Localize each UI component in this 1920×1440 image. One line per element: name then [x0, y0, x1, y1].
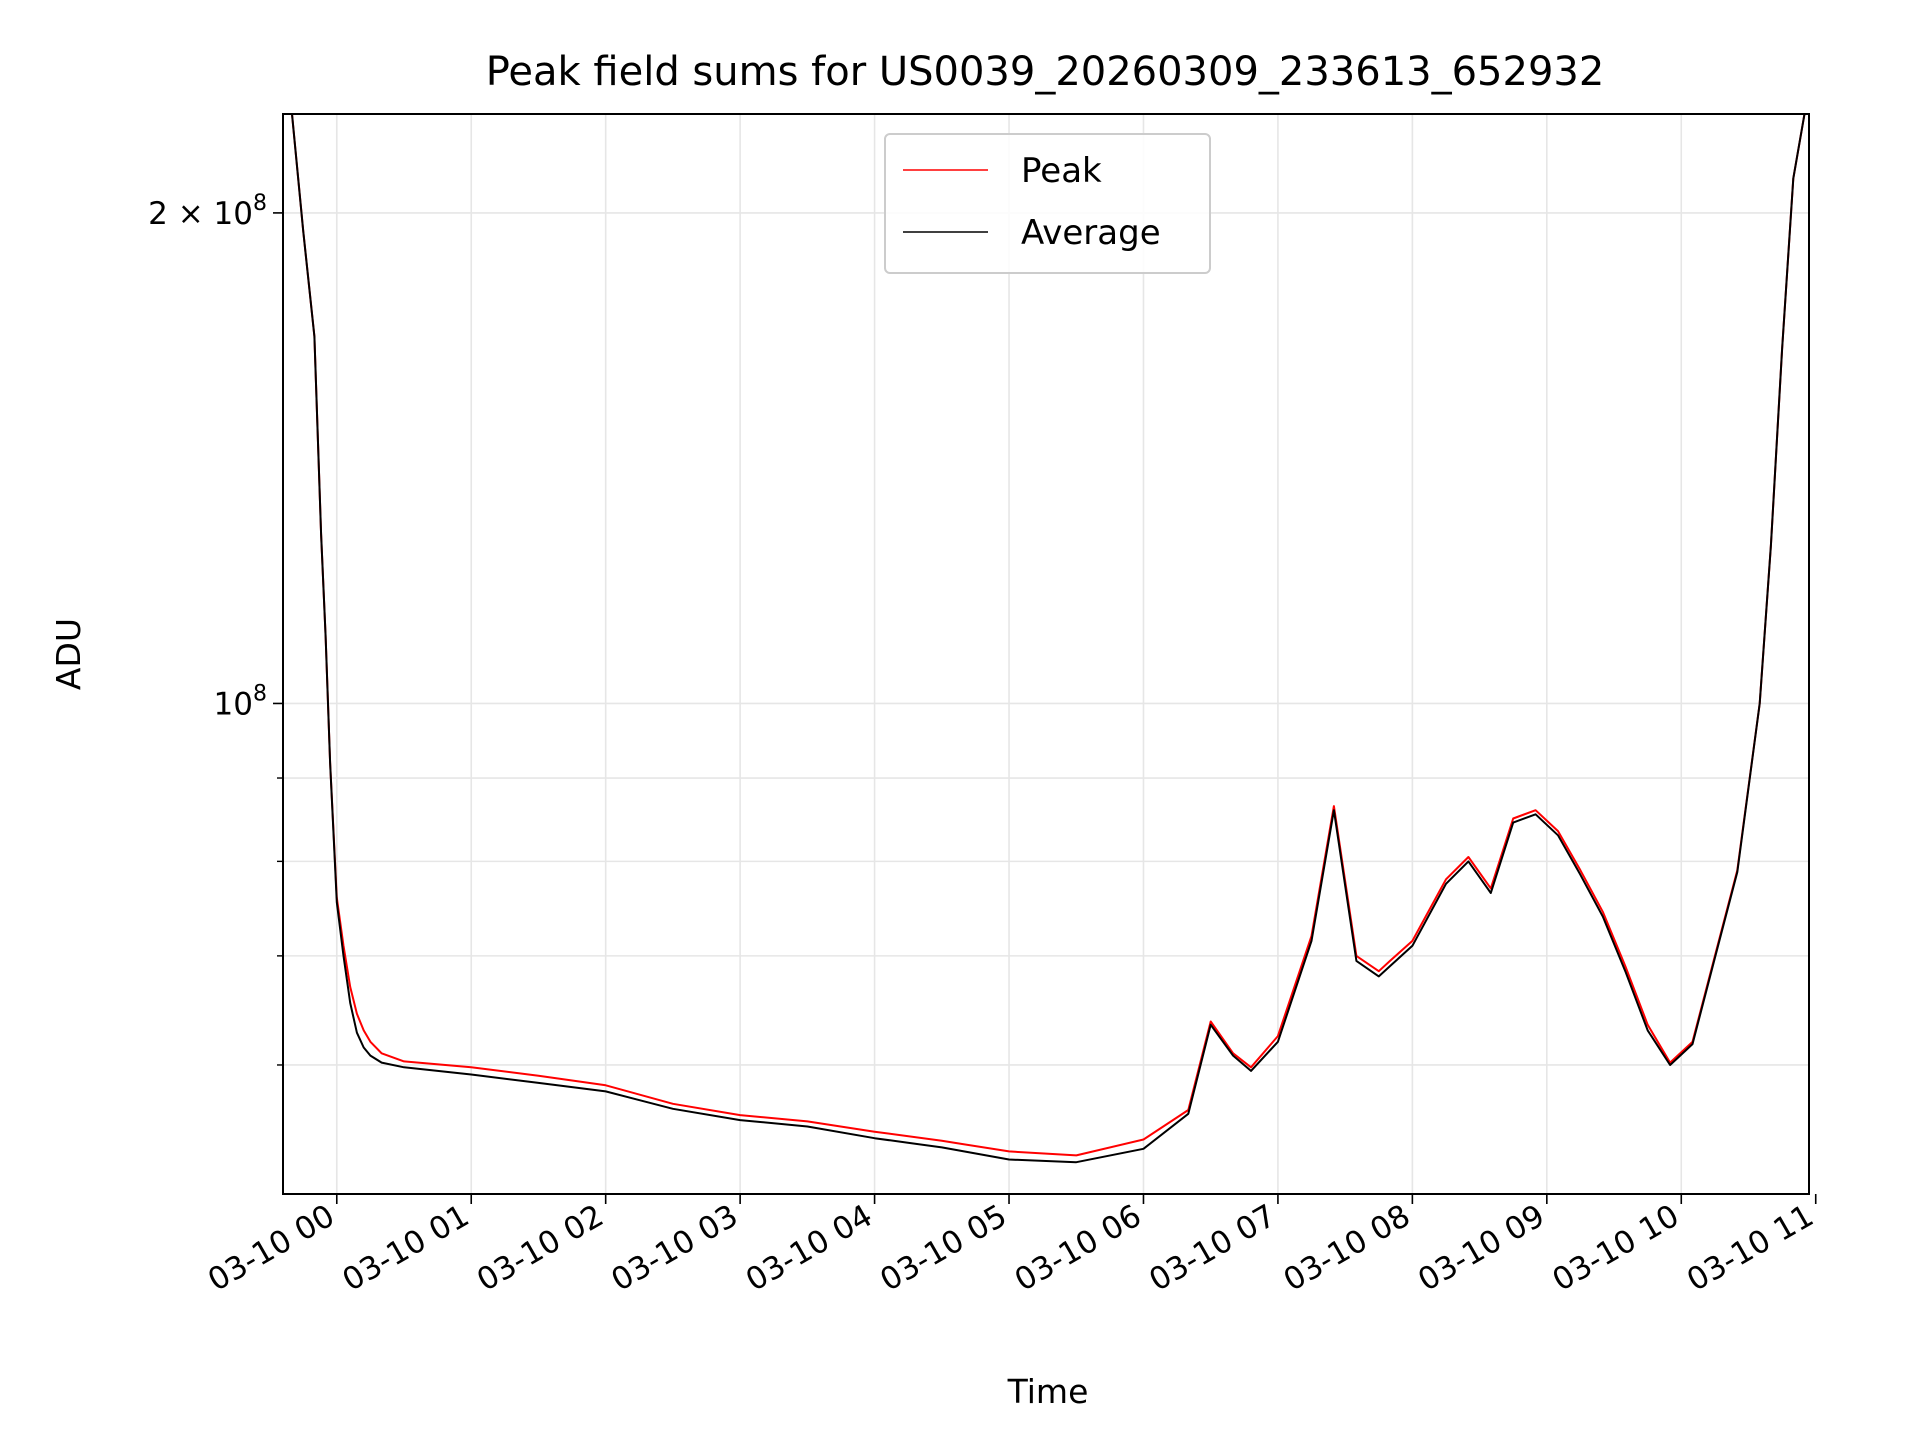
- x-tick-label: 03-10 04: [740, 1198, 879, 1299]
- x-axis-title: Time: [1007, 1372, 1089, 1411]
- y-tick-label: 108: [214, 681, 267, 722]
- x-tick-label: 03-10 00: [202, 1198, 341, 1299]
- x-tick-label: 03-10 06: [1009, 1198, 1148, 1299]
- x-tick-label: 03-10 11: [1681, 1198, 1820, 1299]
- x-tick-label: 03-10 10: [1547, 1198, 1686, 1299]
- x-tick-label: 03-10 01: [337, 1198, 476, 1299]
- plot-area: [291, 113, 1806, 1164]
- y-tick-label: 2 × 108: [148, 191, 267, 232]
- legend-label-average: Average: [1021, 213, 1161, 253]
- series-line-peak: [291, 113, 1806, 1157]
- x-tick-label: 03-10 03: [605, 1198, 744, 1299]
- series-line-average: [291, 113, 1806, 1164]
- y-axis-title: ADU: [49, 618, 88, 690]
- x-tick-label: 03-10 07: [1143, 1198, 1282, 1299]
- legend: Peak Average: [884, 133, 1211, 274]
- x-tick-label: 03-10 08: [1278, 1198, 1417, 1299]
- x-tick-label: 03-10 02: [471, 1198, 610, 1299]
- legend-label-peak: Peak: [1021, 151, 1102, 191]
- x-tick-label: 03-10 09: [1412, 1198, 1551, 1299]
- grid: [283, 114, 1809, 1194]
- plot-frame: [282, 113, 1810, 1195]
- x-tick-label: 03-10 05: [874, 1198, 1013, 1299]
- chart-title: Peak field sums for US0039_20260309_2336…: [486, 49, 1605, 95]
- legend-box: [884, 133, 1211, 274]
